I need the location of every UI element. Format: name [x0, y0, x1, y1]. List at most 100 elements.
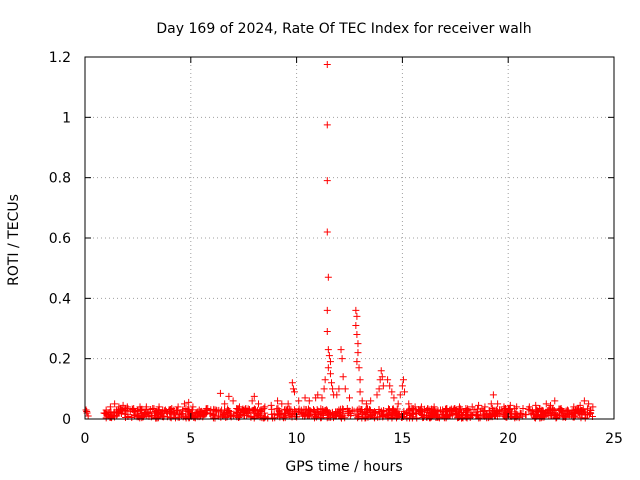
data-point	[375, 385, 383, 393]
data-point	[458, 409, 466, 417]
data-point	[168, 404, 176, 412]
data-point	[489, 391, 497, 399]
data-point	[341, 385, 349, 393]
data-point	[204, 404, 212, 412]
data-point	[288, 379, 296, 387]
data-point	[464, 412, 472, 420]
data-point	[280, 414, 288, 422]
data-point	[335, 385, 343, 393]
data-point	[289, 385, 297, 393]
data-point	[496, 406, 504, 414]
data-point	[255, 400, 263, 408]
data-points	[82, 61, 597, 422]
data-point	[522, 411, 530, 419]
data-point	[123, 403, 131, 411]
y-axis-label: ROTI / TECUs	[6, 194, 22, 286]
data-point	[537, 414, 545, 422]
data-point	[408, 410, 416, 418]
data-point	[221, 400, 229, 408]
data-point	[353, 312, 361, 320]
data-point	[571, 412, 579, 420]
data-point	[323, 228, 331, 236]
data-point	[222, 414, 230, 422]
data-point	[324, 346, 332, 354]
data-point	[403, 414, 411, 422]
data-point	[424, 404, 432, 412]
data-point	[248, 397, 256, 405]
data-point	[563, 406, 571, 414]
data-point	[580, 397, 588, 405]
data-point	[352, 306, 360, 314]
data-point	[533, 406, 541, 414]
data-point	[395, 411, 403, 419]
data-point	[570, 403, 578, 411]
data-point	[388, 414, 396, 422]
data-point	[338, 355, 346, 363]
data-point	[473, 405, 481, 413]
data-point	[145, 410, 153, 418]
data-point	[270, 410, 278, 418]
data-point	[389, 407, 397, 415]
data-point	[217, 408, 225, 416]
data-point	[152, 414, 160, 422]
data-point	[130, 404, 138, 412]
data-point	[305, 397, 313, 405]
data-point	[423, 408, 431, 416]
data-point	[323, 121, 331, 129]
data-point	[449, 406, 457, 414]
y-tick-label: 1.2	[49, 50, 71, 66]
y-tick-label: 1	[62, 110, 71, 126]
data-point	[462, 404, 470, 412]
data-point	[582, 411, 590, 419]
data-point	[142, 403, 150, 411]
x-tick-label: 0	[81, 431, 90, 447]
data-point	[578, 407, 586, 415]
x-tick-label: 10	[288, 431, 306, 447]
data-point	[511, 410, 519, 418]
data-point	[398, 382, 406, 390]
data-point	[274, 397, 282, 405]
data-point	[324, 273, 332, 281]
data-point	[155, 403, 163, 411]
data-point	[161, 406, 169, 414]
data-point	[287, 410, 295, 418]
x-axis-label: GPS time / hours	[285, 459, 402, 475]
data-point	[224, 409, 232, 417]
data-point	[468, 403, 476, 411]
data-point	[459, 414, 467, 422]
data-point	[339, 373, 347, 381]
data-point	[110, 411, 118, 419]
x-tick-label: 15	[393, 431, 411, 447]
data-point	[255, 410, 263, 418]
data-point	[406, 405, 414, 413]
data-point	[525, 403, 533, 411]
data-point	[102, 414, 110, 422]
data-point	[268, 405, 276, 413]
data-point	[318, 394, 326, 402]
data-point	[264, 414, 272, 422]
data-point	[211, 414, 219, 422]
data-point	[456, 403, 464, 411]
data-point	[290, 406, 298, 414]
data-point	[353, 358, 361, 366]
data-point	[102, 406, 110, 414]
y-tick-label: 0.8	[49, 171, 71, 187]
data-point	[333, 391, 341, 399]
data-point	[250, 392, 258, 400]
data-point	[505, 405, 513, 413]
data-point	[359, 411, 367, 419]
data-point	[229, 397, 237, 405]
data-point	[401, 388, 409, 396]
data-point	[506, 401, 514, 409]
data-point	[174, 407, 182, 415]
data-point	[248, 407, 256, 415]
data-point	[119, 401, 127, 409]
data-point	[346, 407, 354, 415]
data-point	[527, 410, 535, 418]
data-point	[373, 391, 381, 399]
data-point	[320, 385, 328, 393]
data-point	[156, 411, 164, 419]
data-point	[216, 389, 224, 397]
data-point	[408, 410, 416, 418]
data-point	[128, 413, 136, 421]
